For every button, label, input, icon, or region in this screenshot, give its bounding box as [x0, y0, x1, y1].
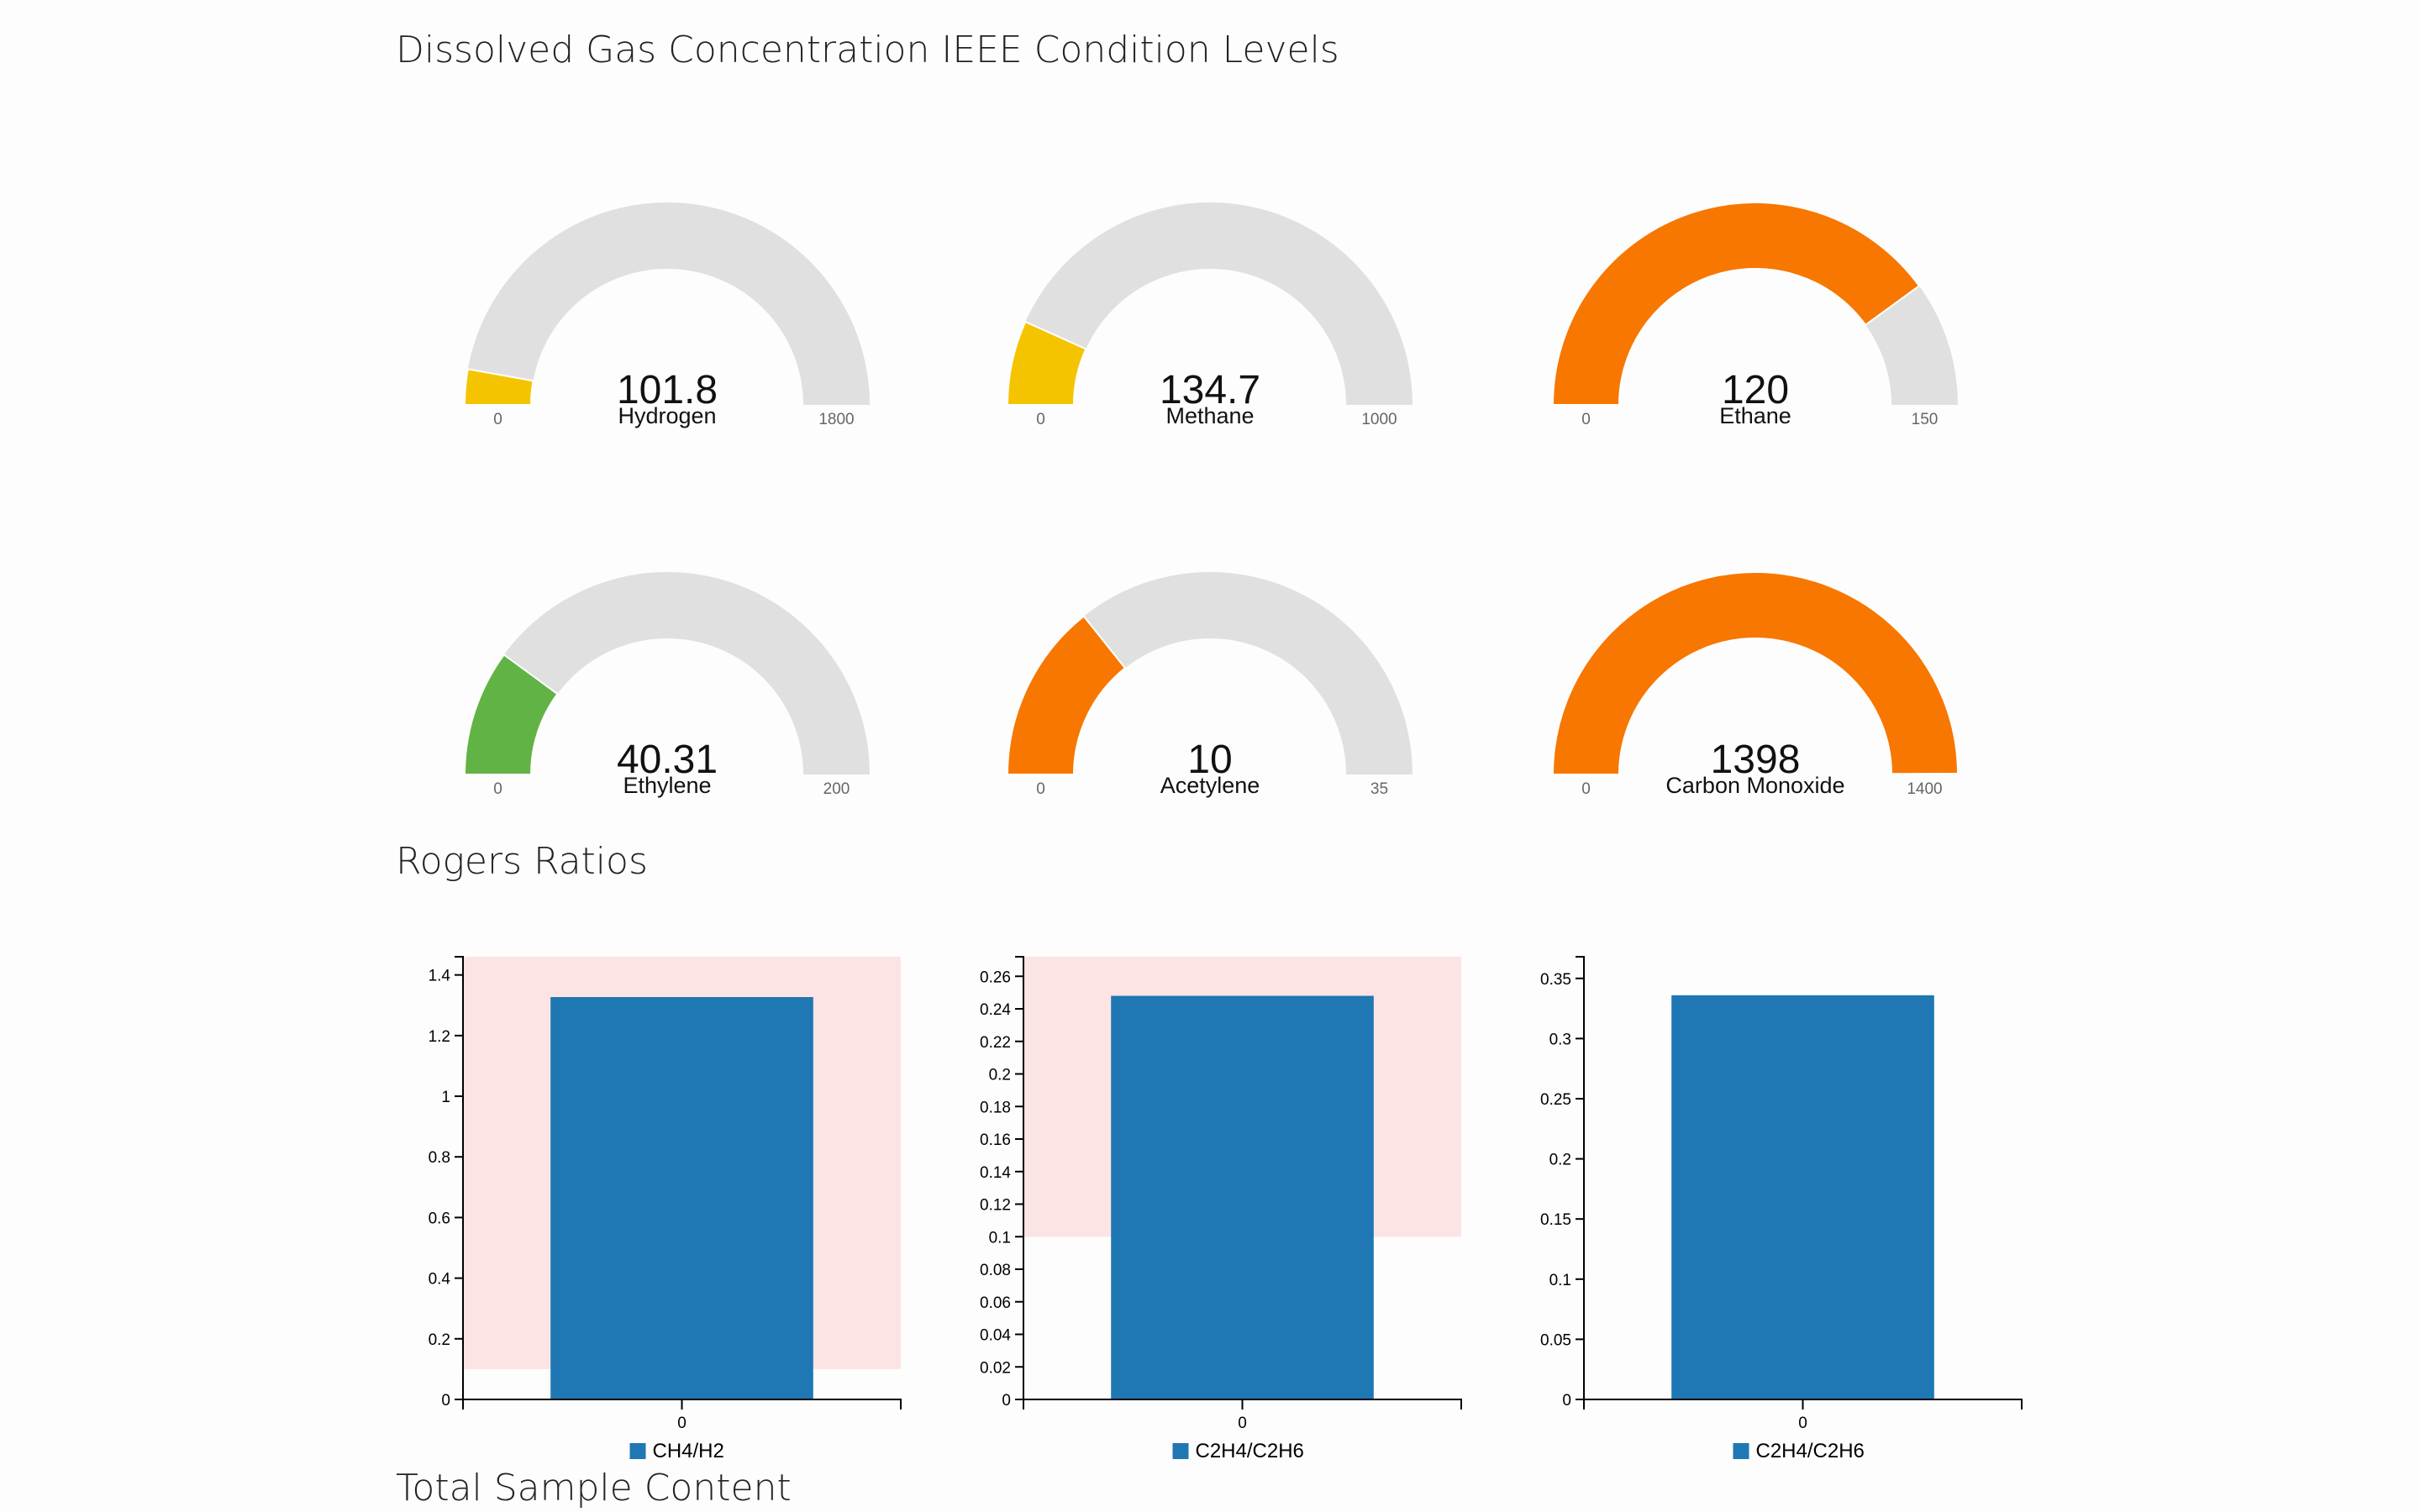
- y-tick-label: 0.1: [989, 1229, 1011, 1247]
- gauge-value: 134.7: [1160, 368, 1260, 412]
- y-tick-label: 0.12: [980, 1197, 1011, 1215]
- gauge-min: 0: [1581, 780, 1591, 798]
- legend-label: C2H4/C2H6: [1196, 1440, 1304, 1462]
- y-tick-label: 0.24: [980, 1001, 1011, 1019]
- gauge-label: Ethane: [1719, 403, 1791, 428]
- y-tick-label: 0.1: [1549, 1272, 1571, 1289]
- y-tick-label: 0.3: [1549, 1031, 1571, 1048]
- ratio-chart-1: 0 0 0.2 0.4 0.6 0.8 1 1.2 1.4 CH4/H2: [429, 956, 902, 1462]
- y-tick-label: 0.2: [1549, 1152, 1571, 1169]
- rogers-heading: Rogers Ratios: [396, 840, 648, 883]
- gauge-max: 35: [1370, 780, 1388, 798]
- gauges-heading: Dissolved Gas Concentration IEEE Conditi…: [396, 29, 1339, 71]
- y-tick-label: 0.6: [429, 1210, 450, 1227]
- gauge-track: [1007, 572, 1413, 774]
- gauge-min: 0: [1036, 411, 1045, 428]
- x-tick-label: 0: [1798, 1415, 1807, 1432]
- gauge-label: Hydrogen: [618, 403, 716, 428]
- legend-swatch: [1172, 1443, 1189, 1459]
- y-tick-label: 0.06: [980, 1294, 1011, 1312]
- ratio-chart-2: 0 0 0.02 0.04 0.06 0.08 0.1 0.12 0.14 0.16 0.18 0.2…: [980, 956, 1462, 1462]
- y-tick-label: 0: [1002, 1392, 1011, 1410]
- x-tick-label: 0: [677, 1415, 687, 1432]
- gauge-min: 0: [493, 780, 502, 798]
- gauge-label: Acetylene: [1160, 773, 1260, 798]
- y-tick-label: 1.4: [429, 968, 451, 985]
- gauge-fill: [1551, 570, 1960, 775]
- bar: [1111, 995, 1374, 1399]
- gauge-track: [465, 202, 870, 405]
- total-heading: Total Sample Content: [396, 1467, 792, 1509]
- gauge-max: 200: [823, 780, 850, 798]
- legend-label: C2H4/C2H6: [1756, 1440, 1865, 1462]
- y-tick-label: 0: [441, 1392, 450, 1410]
- legend-swatch: [629, 1443, 646, 1459]
- gauge-value: 40.31: [617, 738, 718, 782]
- y-tick-label: 0.4: [429, 1271, 451, 1289]
- gauge-fill: [1006, 615, 1127, 775]
- y-tick-label: 0.08: [980, 1262, 1011, 1279]
- gauge-min: 0: [1036, 780, 1045, 798]
- y-tick-label: 0.16: [980, 1131, 1011, 1149]
- legend-label: CH4/H2: [653, 1440, 724, 1462]
- y-tick-label: 0.22: [980, 1034, 1011, 1052]
- gauge-label: Carbon Monoxide: [1665, 773, 1844, 798]
- y-tick-label: 0.14: [980, 1164, 1011, 1182]
- y-tick-label: 0: [1562, 1392, 1571, 1410]
- gauge-fill: [1551, 202, 1921, 406]
- gauge-fill: [463, 653, 559, 775]
- y-tick-label: 1.2: [429, 1028, 450, 1046]
- x-tick-label: 0: [1238, 1415, 1247, 1432]
- gauge-fill: [1006, 320, 1087, 406]
- ratio-chart-3: 0 0 0.05 0.1 0.15 0.2 0.25 0.3 0.35 C2H4/C2H6: [1540, 956, 2023, 1462]
- gauge-fill: [463, 368, 534, 406]
- y-tick-label: 0.8: [429, 1149, 450, 1167]
- gauge-track: [465, 572, 870, 774]
- gauge-value: 1398: [1711, 738, 1801, 782]
- y-tick-label: 0.18: [980, 1099, 1011, 1116]
- y-tick-label: 0.35: [1540, 971, 1571, 989]
- gauge-label: Ethylene: [623, 773, 711, 798]
- gauge-min: 0: [1581, 411, 1591, 428]
- gauge-value: 10: [1187, 738, 1232, 782]
- gauge-track: [1007, 202, 1413, 405]
- gauge-max: 1000: [1361, 411, 1397, 428]
- gauge-max: 1400: [1907, 780, 1942, 798]
- gauge-value: 120: [1722, 368, 1789, 412]
- gauge-value: 101.8: [617, 368, 718, 412]
- gauge-label: Methane: [1165, 403, 1254, 428]
- y-tick-label: 0.25: [1540, 1091, 1571, 1109]
- bar: [550, 997, 813, 1399]
- y-tick-label: 1: [441, 1089, 450, 1106]
- y-tick-label: 0.2: [429, 1331, 450, 1349]
- y-tick-label: 0.05: [1540, 1331, 1571, 1349]
- y-tick-label: 0.04: [980, 1327, 1011, 1345]
- legend-swatch: [1733, 1443, 1749, 1459]
- y-tick-label: 0.2: [989, 1067, 1011, 1084]
- gauge-max: 150: [1912, 411, 1939, 428]
- y-tick-label: 0.02: [980, 1359, 1011, 1377]
- gauge-max: 1800: [818, 411, 854, 428]
- y-tick-label: 0.26: [980, 969, 1011, 986]
- bar: [1671, 995, 1934, 1399]
- gauge-min: 0: [493, 411, 502, 428]
- y-tick-label: 0.15: [1540, 1211, 1571, 1229]
